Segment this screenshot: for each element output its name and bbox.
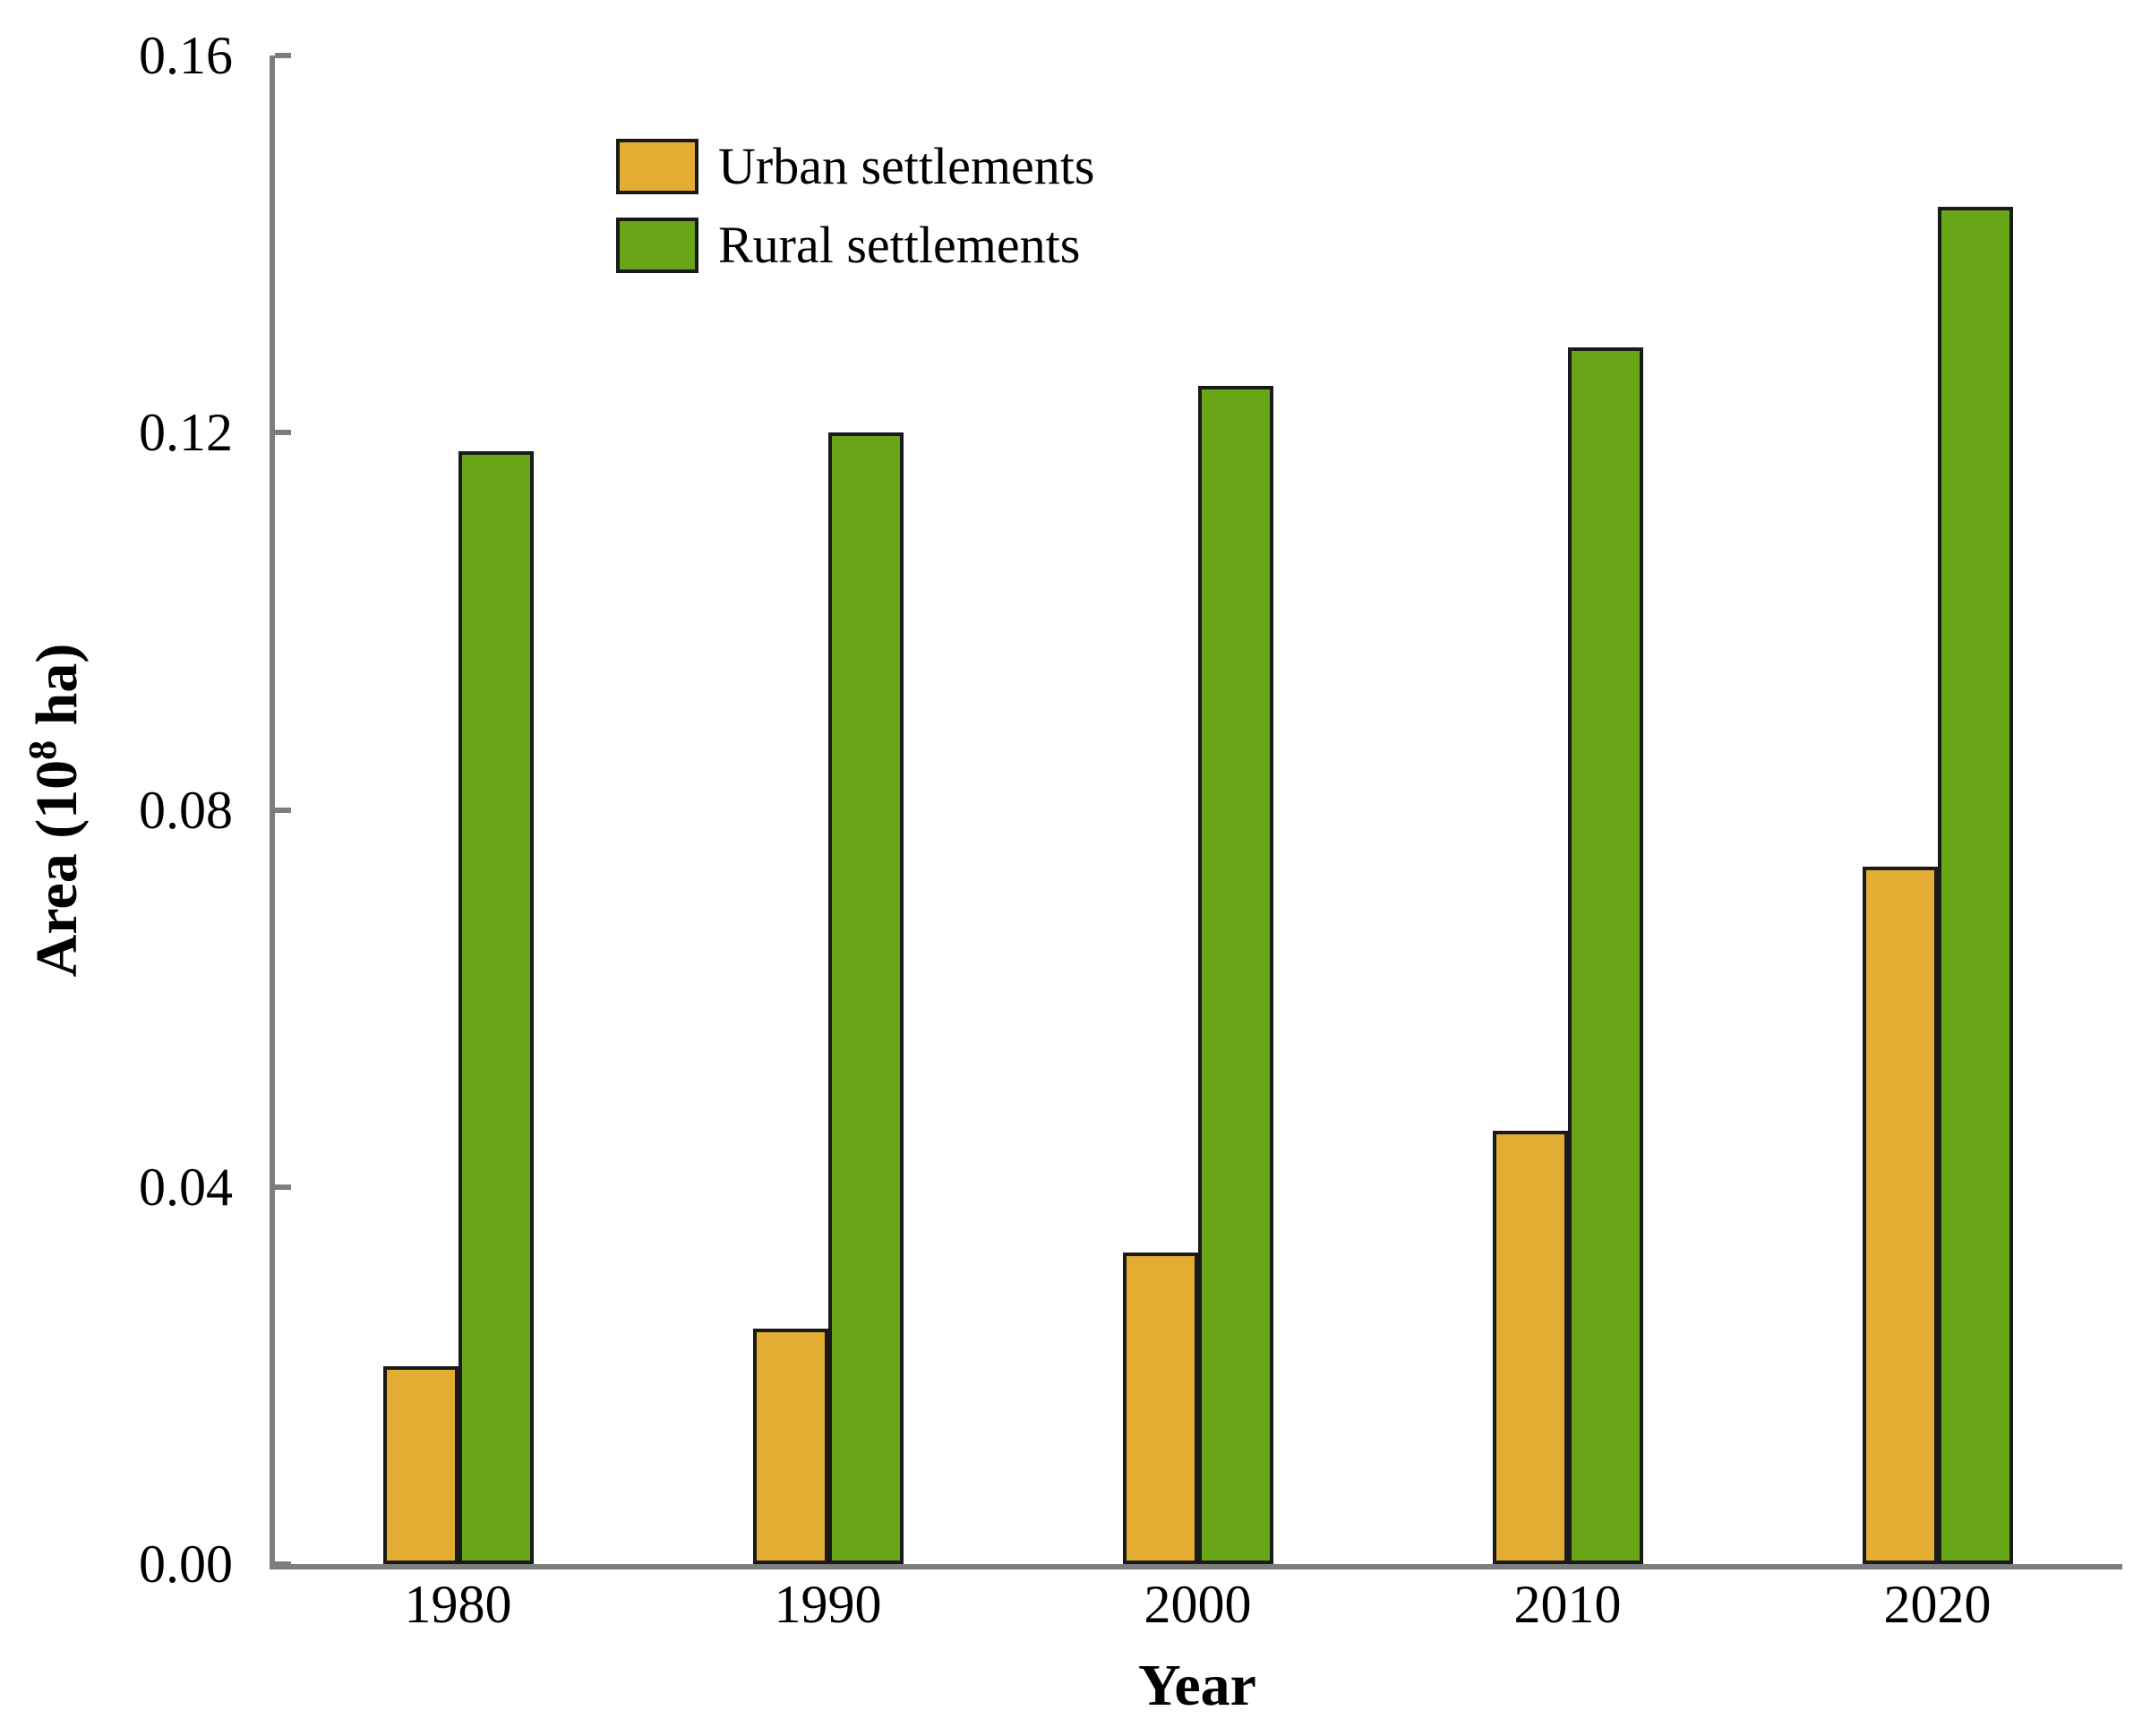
y-tick-mark xyxy=(275,1561,291,1567)
y-tick-label: 0.16 xyxy=(139,26,233,85)
y-axis-title-pre: Area (10 xyxy=(24,759,90,978)
x-tick-label: 2020 xyxy=(1883,1575,1992,1634)
y-axis-title: Area (108 ha) xyxy=(20,644,91,978)
x-axis-spine xyxy=(270,1564,2122,1569)
bar-urban-1980 xyxy=(382,1366,458,1564)
bar-rural-2020 xyxy=(1937,207,2013,1564)
plot-area: 0.00 0.04 0.08 0.12 0.16 1980 1990 2000 2010 2020… xyxy=(139,29,2122,1631)
x-axis-title: Year xyxy=(1138,1653,1256,1718)
y-tick-label: 0.04 xyxy=(139,1157,233,1217)
legend-swatch-rural xyxy=(616,218,698,273)
legend-label-rural: Rural settlements xyxy=(718,216,1081,274)
y-tick-label: 0.08 xyxy=(139,780,233,840)
legend-item-rural: Rural settlements xyxy=(616,218,1094,273)
y-axis-title-post: ha) xyxy=(24,643,90,740)
bar-urban-2010 xyxy=(1492,1131,1568,1564)
bar-rural-1980 xyxy=(458,451,534,1564)
bar-rural-1990 xyxy=(827,432,904,1564)
bar-urban-2020 xyxy=(1862,867,1938,1564)
legend: Urban settlements Rural settlements xyxy=(616,139,1094,296)
y-tick-mark xyxy=(275,53,291,58)
x-tick-label: 2010 xyxy=(1513,1575,1622,1634)
bar-rural-2010 xyxy=(1567,347,1643,1564)
legend-label-urban: Urban settlements xyxy=(718,137,1095,195)
y-axis-title-exponent: 8 xyxy=(21,740,64,760)
legend-swatch-urban xyxy=(616,139,698,194)
y-tick-label: 0.12 xyxy=(139,403,233,463)
x-tick-label: 1980 xyxy=(404,1575,512,1634)
bar-urban-1990 xyxy=(752,1329,828,1564)
y-tick-mark xyxy=(275,1184,291,1190)
y-axis-spine xyxy=(270,56,275,1569)
bar-urban-2000 xyxy=(1122,1253,1198,1564)
x-tick-label: 1990 xyxy=(774,1575,882,1634)
bar-rural-2000 xyxy=(1197,386,1273,1564)
y-tick-mark xyxy=(275,430,291,436)
legend-item-urban: Urban settlements xyxy=(616,139,1094,194)
y-tick-mark xyxy=(275,807,291,813)
y-tick-label: 0.00 xyxy=(139,1535,233,1594)
x-tick-label: 2000 xyxy=(1144,1575,1252,1634)
